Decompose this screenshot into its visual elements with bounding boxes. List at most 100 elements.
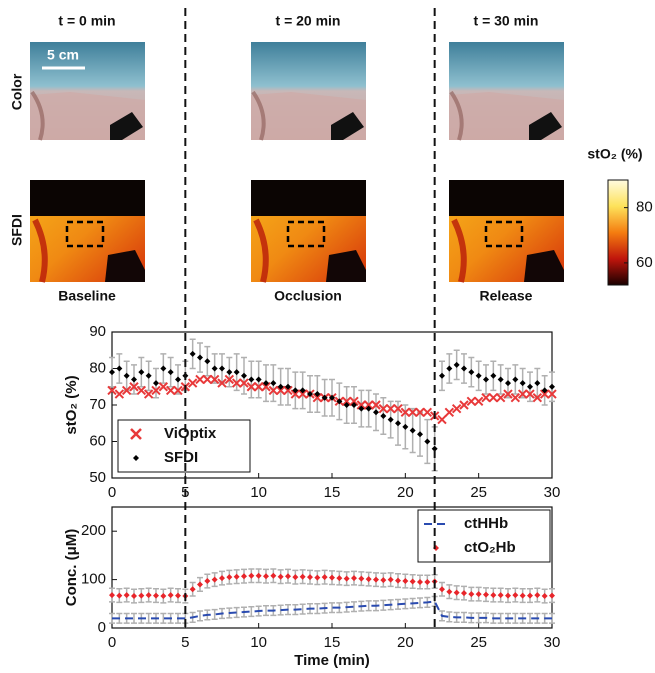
dot-marker (263, 380, 269, 387)
dot-marker (358, 405, 365, 412)
x-tick-label: 25 (470, 634, 487, 651)
error-bar (461, 611, 467, 623)
dot-marker (380, 412, 387, 419)
dot-marker (248, 376, 255, 383)
y-tick-label: 60 (89, 432, 106, 449)
dot-marker (549, 383, 555, 390)
colorbar (607, 179, 629, 286)
dot-marker (541, 387, 548, 394)
x-marker (371, 400, 381, 410)
dot-marker (329, 394, 335, 401)
dot-marker (233, 369, 240, 376)
dot-marker (527, 592, 533, 599)
dot-marker (292, 387, 299, 394)
dot-marker (153, 592, 159, 599)
dot-marker (336, 575, 343, 582)
dot-marker (475, 372, 482, 379)
x-marker (209, 374, 220, 385)
dot-marker (109, 592, 115, 599)
dot-marker (189, 350, 196, 357)
dot-marker (219, 575, 225, 582)
dot-marker (512, 592, 519, 599)
dot-marker (255, 376, 262, 383)
dot-marker (387, 416, 394, 423)
clamp (529, 112, 562, 140)
x-marker (437, 414, 447, 425)
x-marker (224, 374, 235, 385)
sfdi-background (449, 180, 564, 216)
dot-marker (409, 578, 416, 585)
x-tick-label: 10 (250, 634, 267, 651)
dot-marker (314, 391, 321, 398)
x-tick-label: 30 (544, 484, 561, 501)
dot-marker (270, 380, 277, 387)
x-marker (312, 392, 323, 403)
image-panels (30, 42, 564, 283)
dot-marker (424, 438, 431, 445)
dot-marker (483, 376, 489, 383)
dot-marker (123, 372, 130, 379)
error-bar (527, 612, 533, 624)
dot-marker (505, 592, 511, 599)
x-marker (107, 385, 117, 396)
x-marker (503, 389, 513, 399)
dot-marker (307, 574, 313, 581)
dot-marker (321, 394, 328, 401)
dot-marker (424, 579, 431, 586)
dot-marker (160, 593, 167, 600)
dot-marker (505, 380, 511, 387)
error-bar (497, 612, 504, 624)
dot-marker (483, 591, 489, 598)
dot-marker (519, 592, 526, 599)
dot-marker (439, 586, 445, 593)
error-bar (211, 608, 218, 621)
dot-marker (123, 592, 130, 599)
x-marker (356, 400, 367, 410)
dot-marker (285, 383, 291, 390)
x-marker (363, 400, 374, 410)
dot-marker (277, 383, 284, 390)
dot-marker (365, 405, 372, 412)
dot-marker (233, 573, 240, 580)
dot-marker (189, 586, 196, 593)
dot-marker (387, 576, 394, 583)
dot-marker (116, 365, 123, 372)
dot-marker (204, 358, 211, 365)
dot-marker (219, 365, 225, 372)
x-marker (539, 389, 550, 399)
x-marker (114, 389, 125, 399)
dot-marker (490, 592, 497, 599)
row-label: Color (9, 73, 25, 110)
x-marker (459, 400, 469, 410)
x-marker (297, 389, 308, 399)
x-marker (393, 403, 403, 414)
x-marker (173, 385, 183, 396)
colorbar-tick-label: 80 (636, 199, 653, 216)
legend-label: SFDI (164, 449, 198, 466)
x-marker (195, 374, 205, 385)
legend-label: ctO₂Hb (464, 539, 516, 556)
dot-marker (468, 591, 475, 598)
x-marker (510, 392, 521, 403)
dot-marker (343, 575, 350, 582)
y-axis-label: Conc. (μM) (63, 529, 80, 607)
dot-marker (329, 574, 335, 581)
error-bar (233, 606, 240, 619)
dot-marker (534, 380, 541, 387)
dot-marker (307, 391, 313, 398)
dot-marker (204, 578, 211, 585)
x-marker (275, 385, 286, 396)
row-label: SFDI (9, 214, 25, 246)
dot-marker (109, 369, 115, 376)
phase-label: Baseline (58, 288, 116, 304)
dot-marker (241, 372, 247, 379)
error-bar (145, 612, 152, 624)
dot-marker (138, 369, 145, 376)
error-bar (380, 599, 387, 611)
dot-marker (145, 372, 152, 379)
clamp (331, 112, 364, 140)
x-marker (268, 385, 279, 396)
dot-marker (527, 383, 533, 390)
error-bar (417, 597, 423, 609)
